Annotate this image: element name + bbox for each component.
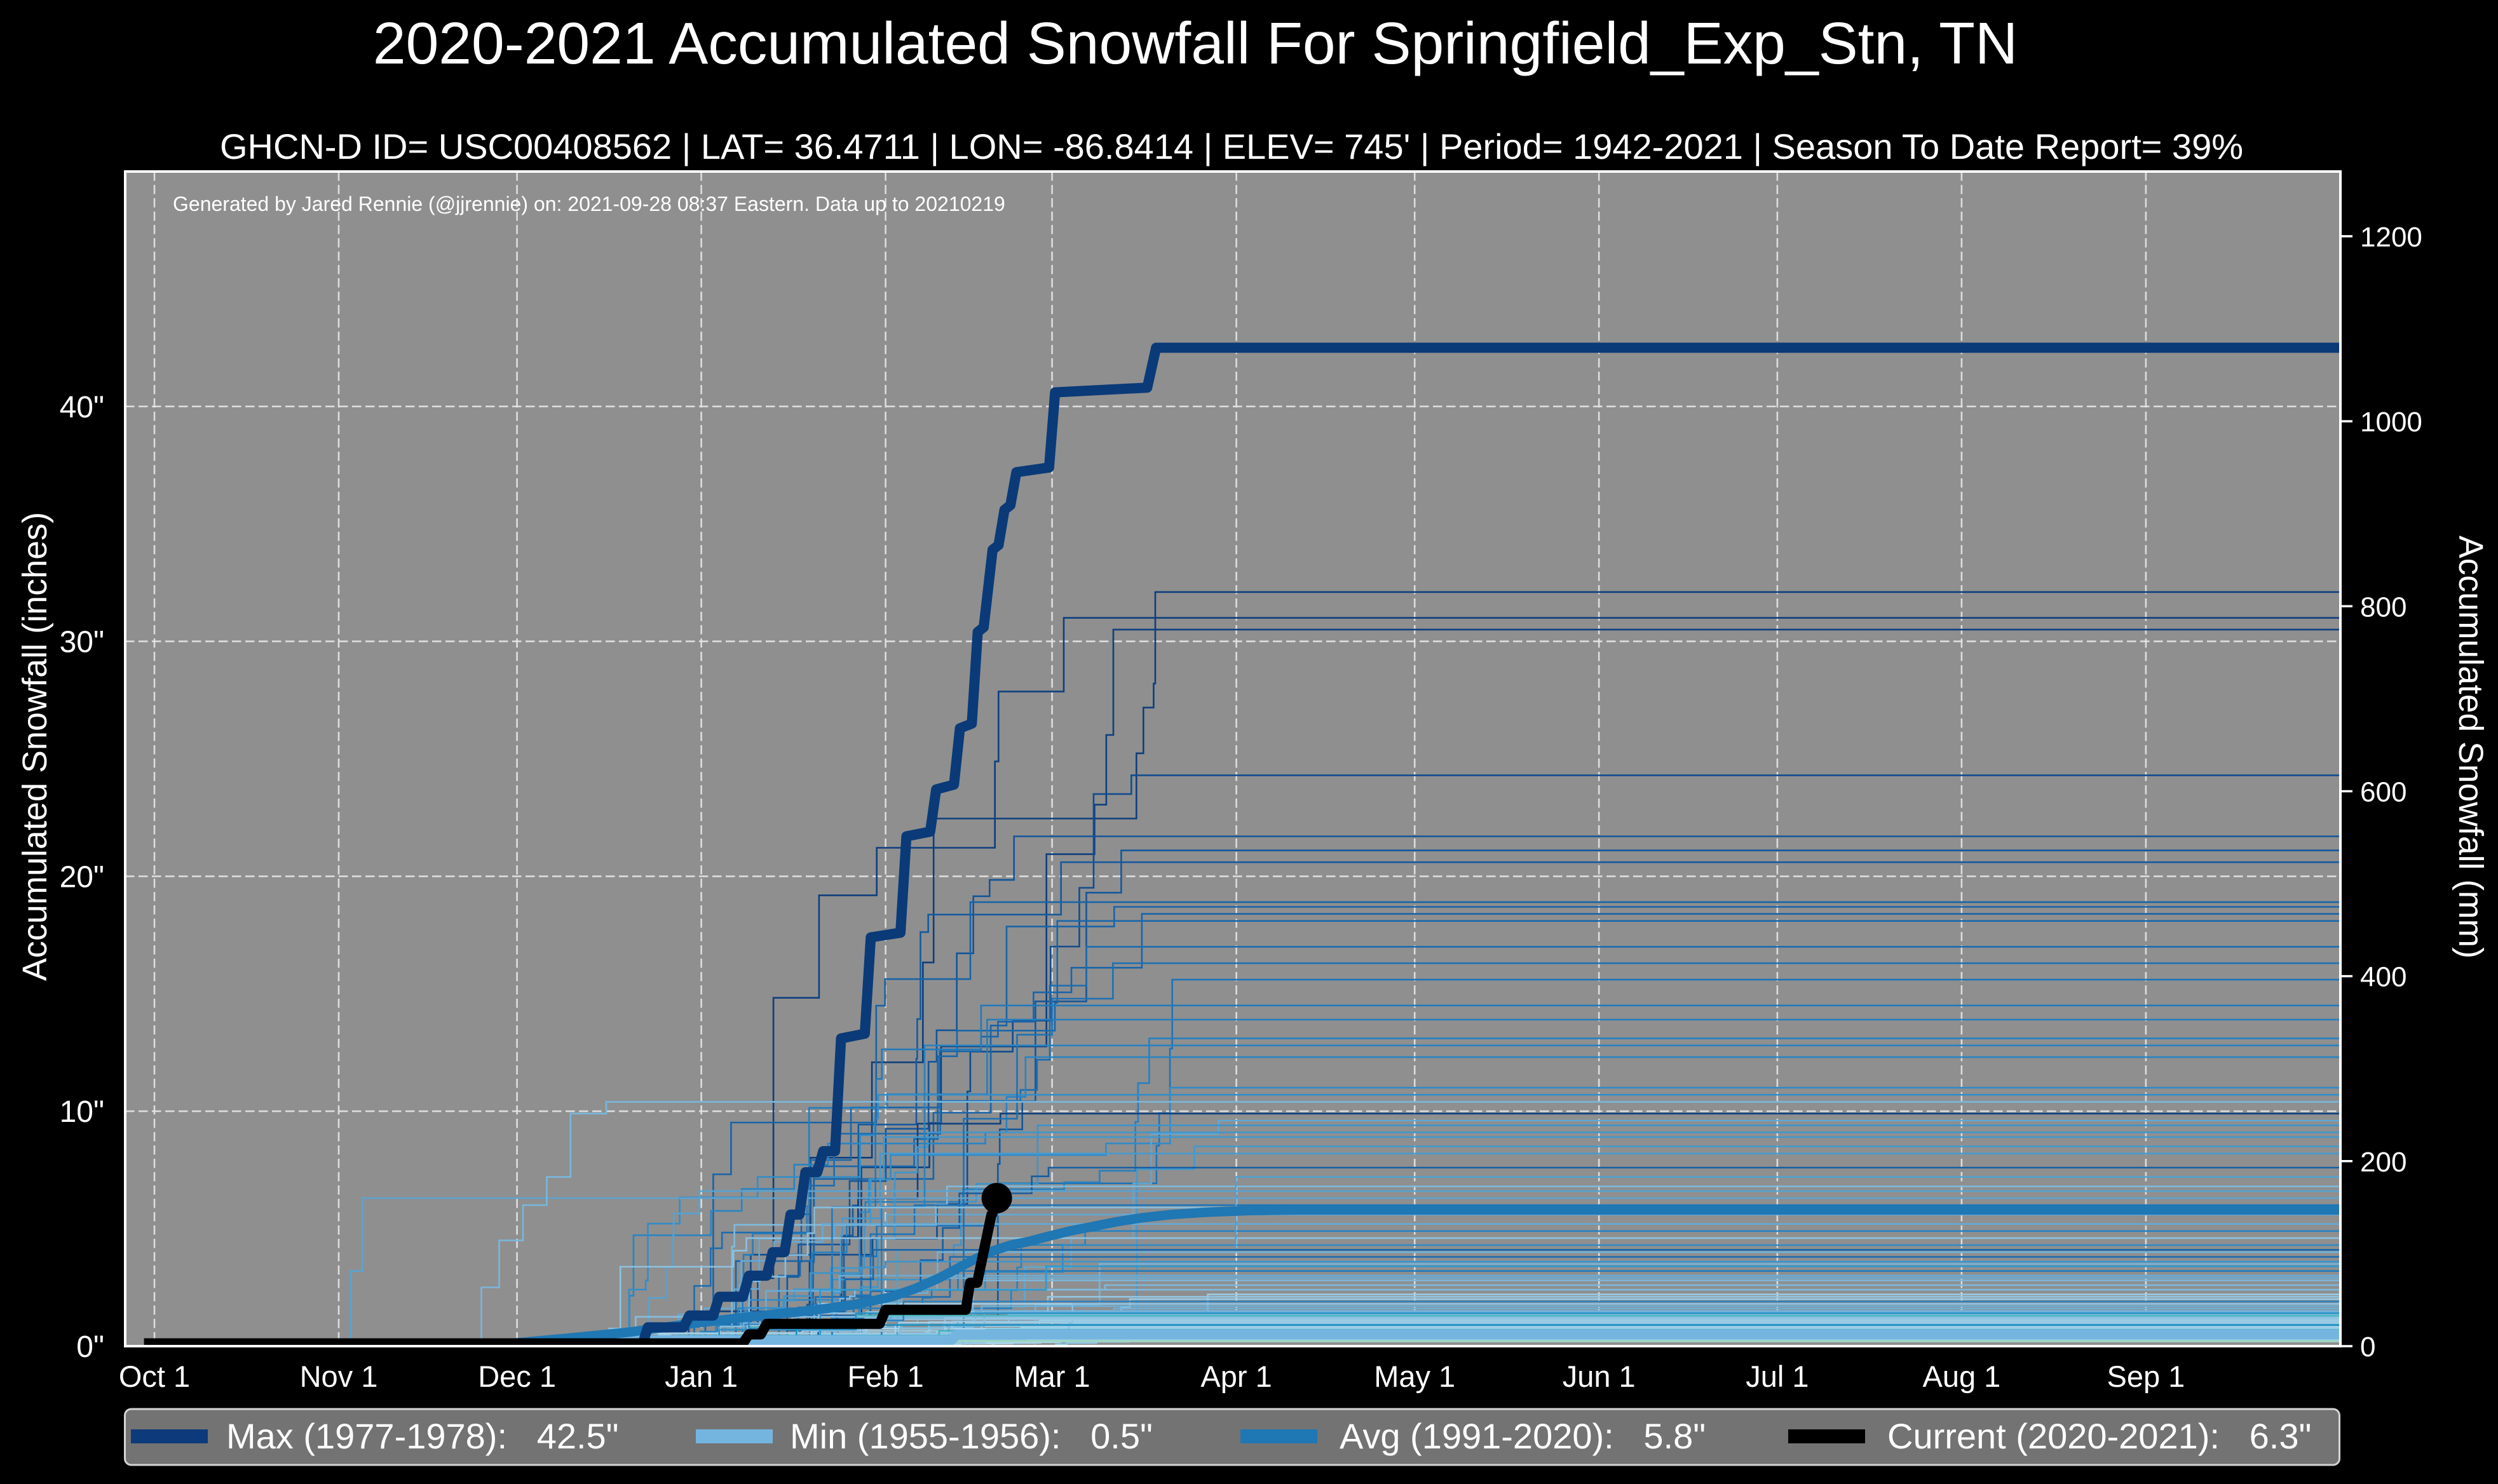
svg-text:May 1: May 1	[1374, 1359, 1455, 1393]
svg-text:Aug 1: Aug 1	[1922, 1359, 2000, 1393]
svg-text:40": 40"	[60, 391, 104, 424]
svg-text:GHCN-D ID= USC00408562 | LAT=: GHCN-D ID= USC00408562 | LAT= 36.4711 | …	[220, 126, 2243, 166]
svg-text:1200: 1200	[2360, 222, 2422, 253]
svg-text:10": 10"	[60, 1095, 104, 1129]
svg-text:Oct 1: Oct 1	[119, 1359, 190, 1393]
svg-text:Mar 1: Mar 1	[1014, 1359, 1090, 1393]
svg-text:Min (1955-1956): 0.5": Min (1955-1956): 0.5"	[790, 1416, 1153, 1456]
svg-text:Nov 1: Nov 1	[300, 1359, 378, 1393]
svg-text:Apr 1: Apr 1	[1200, 1359, 1272, 1393]
svg-text:Feb 1: Feb 1	[848, 1359, 924, 1393]
svg-text:Jun 1: Jun 1	[1563, 1359, 1636, 1393]
svg-text:1000: 1000	[2360, 407, 2422, 438]
svg-text:Generated by Jared Rennie (@jj: Generated by Jared Rennie (@jjrennie) on…	[173, 192, 1005, 215]
svg-text:Sep 1: Sep 1	[2107, 1359, 2185, 1393]
svg-text:Current (2020-2021): 6.3": Current (2020-2021): 6.3"	[1887, 1416, 2311, 1456]
svg-text:800: 800	[2360, 591, 2406, 623]
svg-text:Avg (1991-2020): 5.8": Avg (1991-2020): 5.8"	[1340, 1416, 1706, 1456]
svg-text:Accumulated Snowfall (mm): Accumulated Snowfall (mm)	[2452, 536, 2489, 959]
svg-text:Jan 1: Jan 1	[665, 1359, 738, 1393]
svg-text:20": 20"	[60, 860, 104, 894]
svg-text:200: 200	[2360, 1147, 2406, 1178]
svg-text:Jul 1: Jul 1	[1746, 1359, 1809, 1393]
svg-text:400: 400	[2360, 962, 2406, 993]
svg-text:2020-2021 Accumulated Snowfall: 2020-2021 Accumulated Snowfall For Sprin…	[373, 10, 2018, 76]
svg-text:0": 0"	[76, 1330, 104, 1364]
svg-text:600: 600	[2360, 777, 2406, 808]
svg-text:Dec 1: Dec 1	[478, 1359, 556, 1393]
svg-text:Max (1977-1978): 42.5": Max (1977-1978): 42.5"	[226, 1416, 619, 1456]
svg-text:Accumulated Snowfall (inches): Accumulated Snowfall (inches)	[16, 512, 54, 981]
svg-text:30": 30"	[60, 626, 104, 659]
svg-text:0: 0	[2360, 1332, 2375, 1363]
